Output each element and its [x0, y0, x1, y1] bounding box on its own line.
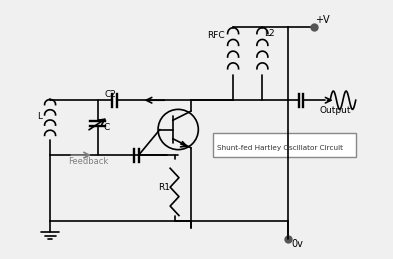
FancyBboxPatch shape — [213, 133, 356, 157]
Text: C2: C2 — [105, 90, 117, 99]
Text: Feedback: Feedback — [68, 157, 108, 166]
Text: +V: +V — [316, 15, 330, 25]
Text: 0v: 0v — [292, 239, 303, 249]
Text: RFC: RFC — [208, 31, 225, 40]
Text: L2: L2 — [264, 29, 275, 38]
Text: Output: Output — [319, 106, 351, 115]
Text: R1: R1 — [158, 183, 170, 192]
Text: L: L — [37, 112, 42, 120]
Text: Shunt-fed Hartley Oscillator Circuit: Shunt-fed Hartley Oscillator Circuit — [217, 145, 343, 151]
Text: C: C — [103, 123, 109, 132]
